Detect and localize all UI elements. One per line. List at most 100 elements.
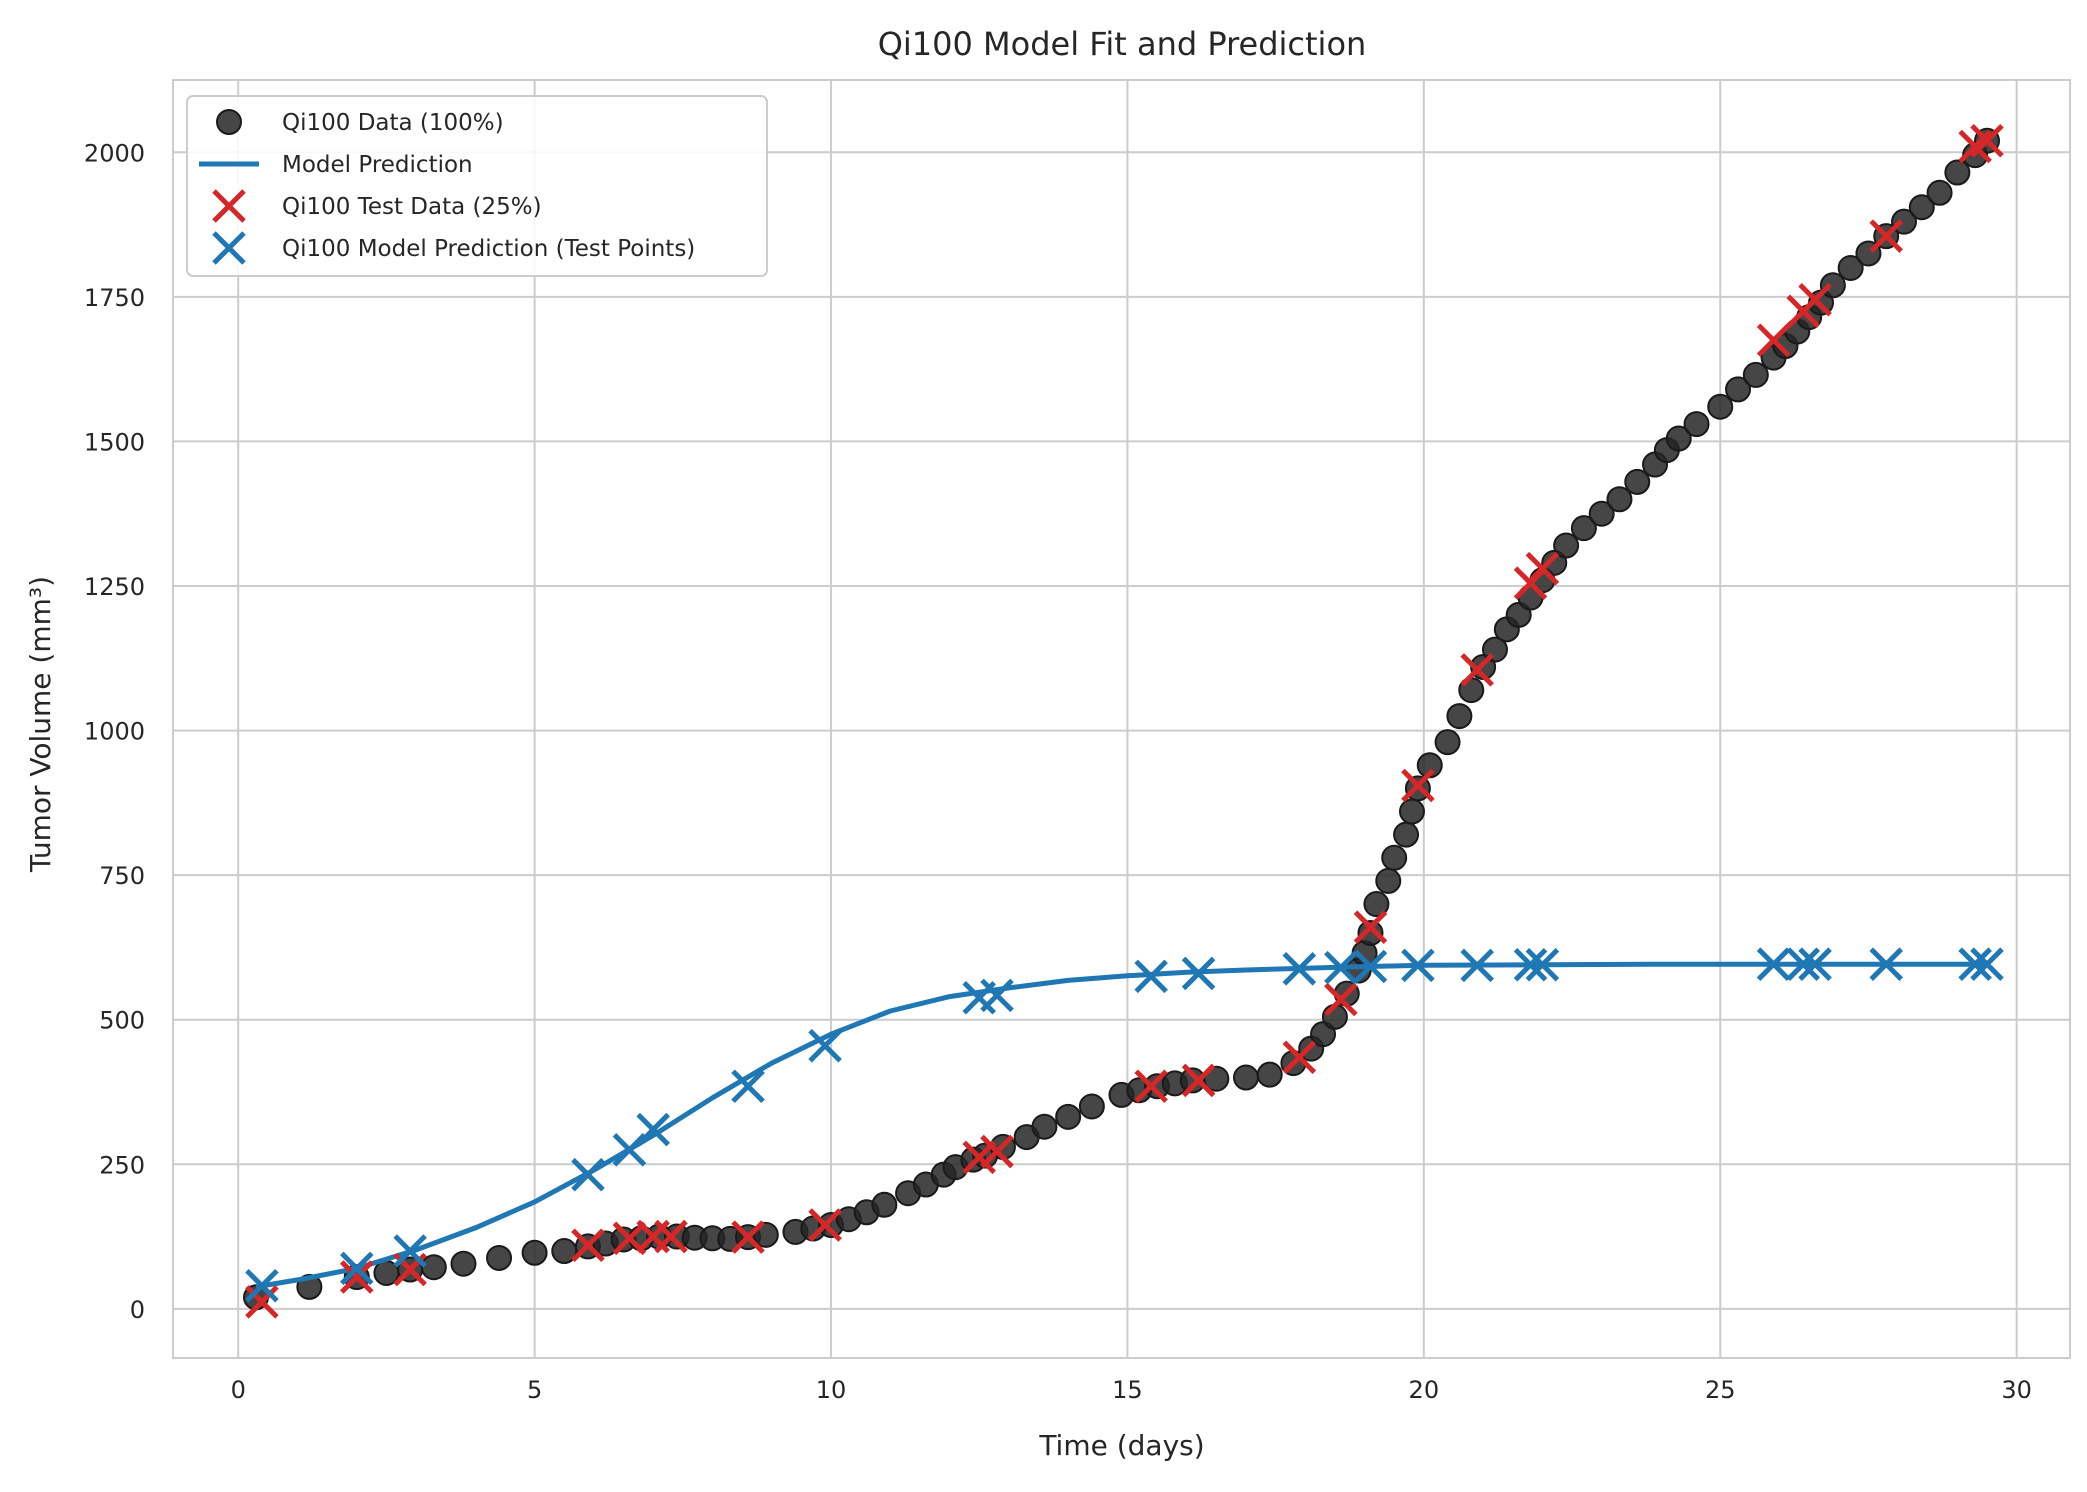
test-prediction-point xyxy=(1460,948,1494,983)
legend-item: Qi100 Data (100%) xyxy=(216,109,504,136)
x-tick-label: 30 xyxy=(2001,1376,2032,1404)
data-point xyxy=(1031,1113,1058,1140)
data-point xyxy=(1381,844,1408,871)
test-data-point xyxy=(1460,653,1494,687)
test-data-point xyxy=(731,1220,765,1254)
legend-circle-swatch xyxy=(216,109,242,135)
test-data-point xyxy=(1970,123,2004,158)
x-tick-label: 0 xyxy=(231,1376,246,1404)
test-prediction-point xyxy=(1786,947,1821,981)
data-point xyxy=(1908,194,1935,221)
test-data-point xyxy=(808,1208,842,1242)
data-point xyxy=(521,1239,548,1266)
test-prediction-point xyxy=(808,1028,842,1063)
test-prediction-point xyxy=(731,1069,765,1103)
data-point xyxy=(1357,919,1384,946)
data-point xyxy=(1232,1064,1259,1091)
test-data-point xyxy=(1756,323,1791,357)
data-point xyxy=(1203,1065,1230,1092)
y-tick-label: 500 xyxy=(99,1007,145,1035)
y-tick-label: 1750 xyxy=(84,284,145,312)
test-prediction-point xyxy=(340,1251,374,1286)
test-data-point xyxy=(1525,551,1560,586)
test-data-point xyxy=(1401,768,1435,803)
test-prediction-point xyxy=(1756,947,1791,981)
test-prediction-point xyxy=(636,1112,670,1147)
x-axis-label: Time (days) xyxy=(1038,1429,1204,1462)
data-point xyxy=(1375,867,1402,894)
legend-label: Model Prediction xyxy=(282,152,473,178)
y-tick-label: 250 xyxy=(99,1151,145,1179)
data-point xyxy=(1742,361,1769,388)
test-data-point xyxy=(962,1140,996,1175)
legend-item: Qi100 Model Prediction (Test Points) xyxy=(212,231,695,265)
data-point xyxy=(1725,376,1752,403)
y-tick-label: 1500 xyxy=(84,428,145,456)
data-point xyxy=(1837,254,1864,281)
test-data-point xyxy=(1353,910,1388,944)
data-point xyxy=(871,1191,898,1218)
data-point xyxy=(1078,1093,1105,1120)
test-prediction-point xyxy=(980,978,1014,1013)
legend-label: Qi100 Test Data (25%) xyxy=(282,194,542,220)
data-point xyxy=(1256,1061,1283,1088)
test-prediction-point xyxy=(571,1157,605,1192)
x-tick-label: 5 xyxy=(527,1376,542,1404)
test-prediction-point xyxy=(393,1234,427,1268)
test-prediction-point xyxy=(1353,949,1388,984)
data-point xyxy=(1055,1103,1082,1130)
data-point xyxy=(420,1254,447,1281)
data-point xyxy=(1606,486,1633,513)
x-tick-label: 25 xyxy=(1705,1376,1736,1404)
test-prediction-point xyxy=(1181,956,1216,991)
data-point xyxy=(1665,425,1692,452)
test-prediction-point xyxy=(1970,947,2004,981)
legend-item: Qi100 Test Data (25%) xyxy=(212,189,542,223)
data-point xyxy=(1707,393,1734,420)
data-layer xyxy=(242,123,2004,1319)
x-tick-label: 10 xyxy=(816,1376,847,1404)
legend-item: Model Prediction xyxy=(199,152,473,178)
legend-x-swatch xyxy=(212,231,246,265)
legend-box xyxy=(186,95,768,277)
test-data-point xyxy=(245,1285,279,1319)
data-point xyxy=(1446,703,1473,730)
y-tick-label: 2000 xyxy=(84,139,145,167)
y-axis-label: Tumor Volume (mm³) xyxy=(24,576,57,873)
model-prediction-line xyxy=(255,961,1987,1290)
test-data-point xyxy=(1282,1040,1317,1075)
test-data-point xyxy=(980,1134,1014,1169)
x-tick-label: 15 xyxy=(1112,1376,1143,1404)
data-point xyxy=(1624,468,1651,495)
chart-title: Qi100 Model Fit and Prediction xyxy=(878,25,1367,63)
y-tick-label: 750 xyxy=(99,862,145,890)
test-prediction-point xyxy=(1869,947,1903,981)
test-prediction-point xyxy=(1134,959,1168,994)
data-point xyxy=(486,1244,513,1271)
data-point xyxy=(1683,411,1710,438)
x-tick-label: 20 xyxy=(1409,1376,1440,1404)
legend-label: Qi100 Model Prediction (Test Points) xyxy=(282,236,695,262)
data-point xyxy=(1434,729,1461,756)
series-1 xyxy=(255,961,1987,1290)
series-2 xyxy=(245,123,2004,1319)
test-data-point xyxy=(1134,1069,1168,1103)
test-prediction-point xyxy=(1525,948,1560,982)
test-data-point xyxy=(340,1260,374,1294)
test-data-point xyxy=(571,1228,605,1263)
test-data-point xyxy=(1798,282,1832,317)
legend-x-swatch xyxy=(212,189,246,223)
test-prediction-point xyxy=(1513,948,1548,982)
test-prediction-point xyxy=(1798,947,1832,981)
test-prediction-point xyxy=(1958,947,1992,981)
test-data-point xyxy=(654,1219,688,1254)
test-prediction-point xyxy=(245,1268,279,1303)
test-data-point xyxy=(1324,982,1358,1017)
plot-frame xyxy=(172,79,2071,1359)
tick-labels: 0 5 10 15 20 25 30 0 250 500 750 1000 1250 1500 1750 20… xyxy=(84,139,2032,1404)
y-tick-label: 0 xyxy=(130,1296,145,1324)
data-point xyxy=(1398,798,1425,825)
data-point xyxy=(1393,821,1420,848)
